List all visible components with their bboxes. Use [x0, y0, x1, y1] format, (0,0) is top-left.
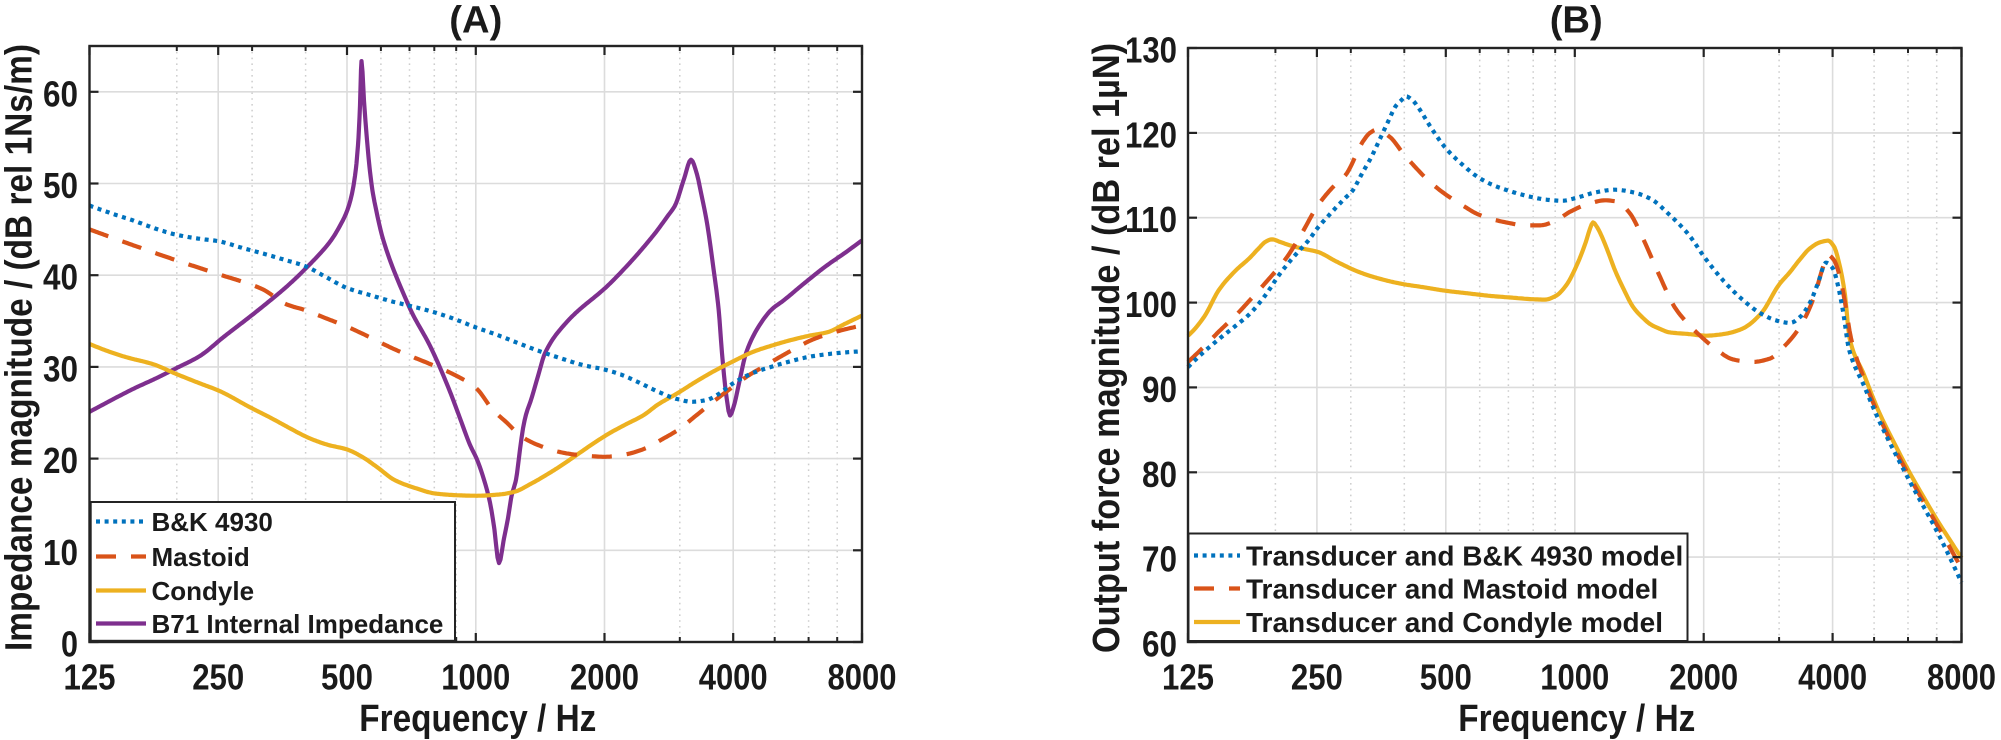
svg-text:0: 0: [61, 624, 78, 665]
svg-text:Frequency / Hz: Frequency / Hz: [359, 698, 596, 740]
svg-text:8000: 8000: [1927, 657, 1996, 698]
svg-text:2000: 2000: [1669, 657, 1738, 698]
svg-text:4000: 4000: [1798, 657, 1867, 698]
svg-text:Frequency / Hz: Frequency / Hz: [1458, 698, 1695, 740]
svg-text:250: 250: [192, 657, 244, 698]
svg-text:1000: 1000: [1540, 657, 1609, 698]
svg-text:125: 125: [1162, 657, 1214, 698]
svg-text:B&K 4930: B&K 4930: [152, 507, 273, 537]
svg-text:20: 20: [43, 440, 78, 481]
svg-text:Transducer and B&K 4930 model: Transducer and B&K 4930 model: [1246, 541, 1683, 572]
svg-text:70: 70: [1142, 539, 1177, 580]
svg-text:250: 250: [1291, 657, 1343, 698]
svg-text:30: 30: [43, 348, 78, 389]
svg-text:Mastoid: Mastoid: [152, 542, 250, 572]
svg-text:110: 110: [1125, 199, 1177, 240]
svg-text:8000: 8000: [828, 657, 897, 698]
svg-text:125: 125: [64, 657, 116, 698]
svg-text:40: 40: [43, 257, 78, 298]
svg-text:80: 80: [1142, 454, 1177, 495]
svg-text:120: 120: [1125, 114, 1177, 155]
svg-text:100: 100: [1125, 284, 1177, 325]
svg-text:90: 90: [1142, 369, 1177, 410]
svg-text:500: 500: [321, 657, 373, 698]
svg-text:10: 10: [43, 532, 78, 573]
svg-text:Output force magnitude / (dB r: Output force magnitude / (dB rel 1µN): [1086, 43, 1128, 653]
svg-text:B71 Internal Impedance: B71 Internal Impedance: [152, 609, 444, 639]
svg-text:500: 500: [1420, 657, 1472, 698]
svg-text:(A): (A): [449, 0, 502, 42]
svg-text:4000: 4000: [699, 657, 768, 698]
svg-text:(B): (B): [1550, 0, 1603, 42]
svg-text:1000: 1000: [441, 657, 510, 698]
svg-text:Impedance magnitude / (dB rel: Impedance magnitude / (dB rel 1Ns/m): [0, 44, 41, 651]
svg-text:Transducer and Condyle model: Transducer and Condyle model: [1246, 607, 1663, 638]
svg-text:Condyle: Condyle: [152, 576, 255, 606]
svg-text:130: 130: [1125, 30, 1177, 71]
svg-text:60: 60: [43, 73, 78, 114]
svg-text:60: 60: [1142, 624, 1177, 665]
svg-text:50: 50: [43, 165, 78, 206]
svg-text:2000: 2000: [570, 657, 639, 698]
svg-text:Transducer and Mastoid model: Transducer and Mastoid model: [1246, 574, 1658, 605]
